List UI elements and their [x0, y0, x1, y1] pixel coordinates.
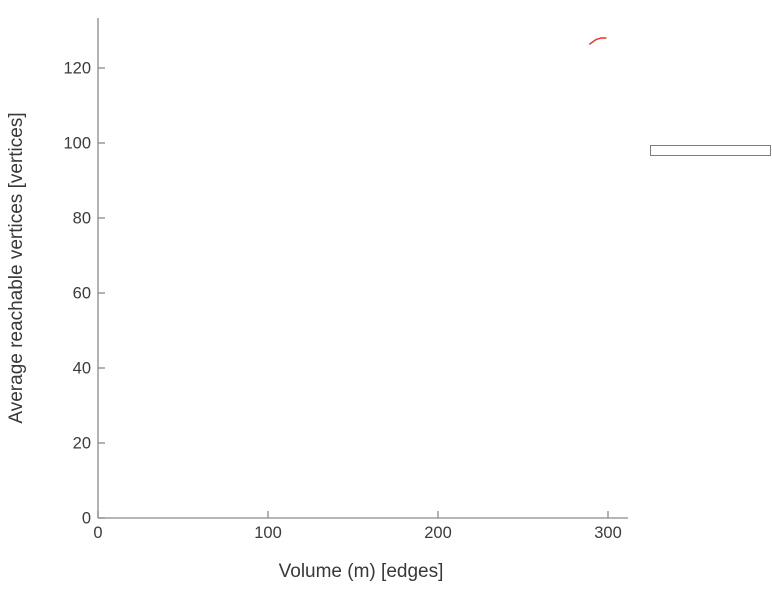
y-tick-label: 100: [63, 135, 91, 153]
y-tick-label: 20: [73, 435, 91, 453]
y-tick-label: 80: [73, 210, 91, 228]
legend: [650, 145, 771, 156]
x-tick-label: 200: [424, 524, 452, 542]
y-axis-label: Average reachable vertices [vertices]: [6, 112, 27, 423]
series-12-hops: [588, 37, 607, 45]
y-tick-label: 0: [82, 510, 91, 528]
x-axis-label: Volume (m) [edges]: [279, 561, 444, 582]
y-tick-label: 40: [73, 360, 91, 378]
x-tick-label: 0: [93, 524, 102, 542]
x-tick-label: 300: [594, 524, 622, 542]
y-tick-label: 120: [63, 60, 91, 78]
series-line: [588, 37, 607, 45]
x-tick-label: 100: [254, 524, 282, 542]
y-tick-label: 60: [73, 285, 91, 303]
